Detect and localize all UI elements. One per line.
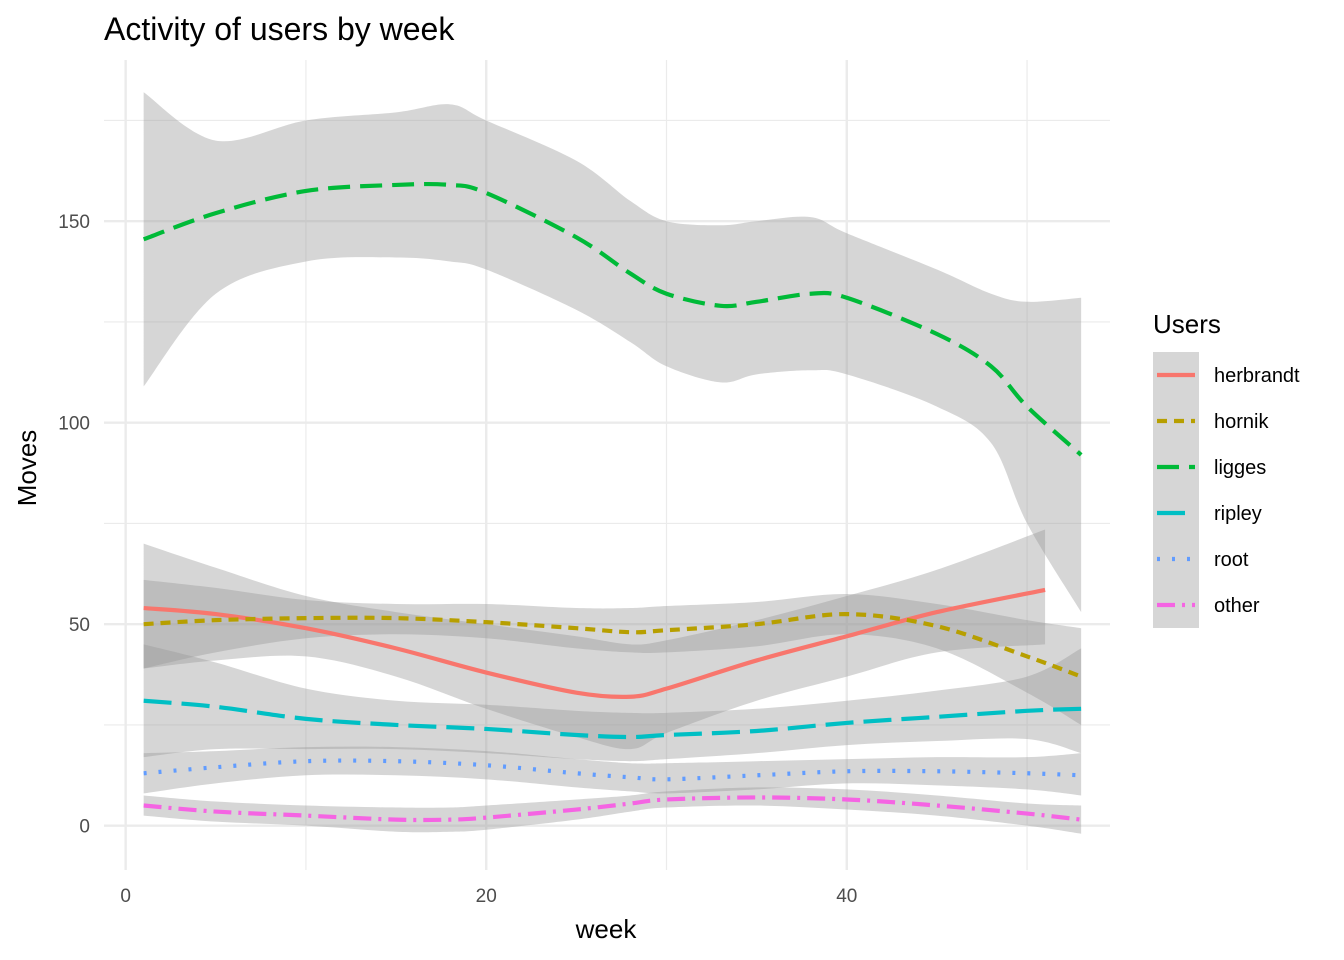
legend-label-ripley: ripley [1214,503,1262,525]
y-axis-title: Moves [12,430,42,507]
confidence-band-ripley [143,644,1082,762]
legend-label-herbrandt: herbrandt [1214,365,1300,387]
y-tick-label: 100 [58,414,90,435]
confidence-band-ligges [143,92,1082,613]
legend-key-background [1153,352,1199,628]
y-axis-ticks: 0 50 100 150 [58,212,90,837]
x-axis-title: week [575,914,638,944]
legend: Users herbrandt hornik ligges ripley root oth… [1153,309,1300,628]
x-tick-label: 40 [836,886,857,907]
x-tick-label: 0 [120,886,131,907]
y-tick-label: 150 [58,212,90,233]
y-tick-label: 50 [69,615,90,636]
confidence-bands [143,92,1082,834]
series-line-other [143,795,1082,823]
legend-label-hornik: hornik [1214,411,1269,433]
series-line-ligges [142,181,1083,457]
x-axis-ticks: 0 20 40 [120,886,857,907]
confidence-band-herbrandt [143,529,1046,750]
series-line-hornik [143,611,1082,679]
confidence-band-root [143,746,1082,796]
y-tick-label: 0 [79,817,90,838]
legend-label-ligges: ligges [1214,457,1266,479]
legend-label-root: root [1214,549,1249,571]
chart-title: Activity of users by week [104,11,455,47]
x-tick-label: 20 [476,886,497,907]
legend-label-other: other [1214,595,1260,617]
series-line-ripley [143,698,1082,740]
series-lines [142,181,1083,823]
series-line-herbrandt [143,587,1046,700]
legend-title: Users [1153,309,1221,339]
